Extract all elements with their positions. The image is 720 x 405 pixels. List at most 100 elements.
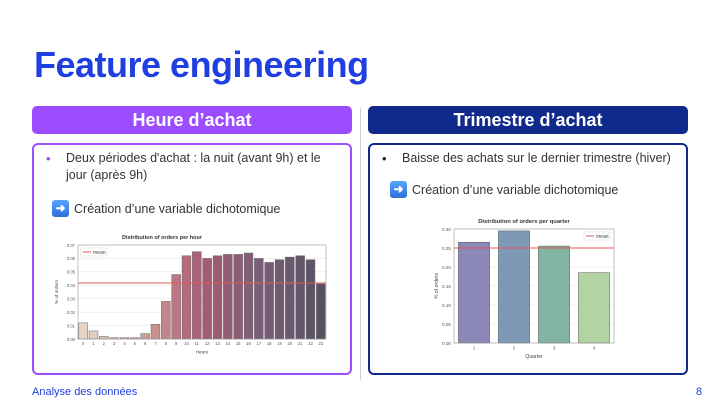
x-axis-label: Heure [196,349,209,354]
x-tick-label: 7 [154,341,157,346]
chart-orders-per-quarter: Distribution of orders per quarter 0.00 0.… [434,219,615,360]
chart-bar [223,254,233,340]
legend-label: mean [596,234,609,240]
chart-orders-per-hour: Distribution of orders per hour 0.00 0.01 0… [54,235,327,354]
chart-bar [458,242,490,344]
arrow-text: Création d’une variable dichotomique [412,182,619,197]
x-tick-label: 15 [236,341,241,346]
x-tick-label: 1 [473,346,476,351]
x-tick-label: 2 [513,346,516,351]
chart-bar [212,255,223,340]
x-tick-label: 4 [593,346,596,351]
y-tick-label: 0.00 [442,341,451,346]
chart-bar [243,252,254,340]
panel-purchase-quarter: • Baisse des achats sur le dernier trime… [368,143,688,375]
y-tick-label: 0.06 [67,256,76,261]
x-tick-label: 17 [256,341,261,346]
x-tick-label: 10 [184,341,189,346]
bullet-dot-icon: • [382,151,387,166]
x-tick-label: 3 [553,346,556,351]
x-tick-label: 8 [165,341,168,346]
x-tick-label: 6 [144,341,147,346]
y-tick-label: 0.05 [442,322,451,327]
y-axis-label: % of orders [434,273,440,299]
x-tick-label: 18 [267,341,272,346]
y-tick-label: 0.03 [67,297,76,302]
chart-bar [233,254,243,340]
x-tick-label: 19 [277,341,282,346]
bullet-point: • Deux périodes d'achat : la nuit (avant… [46,150,340,184]
chart-bar [171,274,181,340]
y-tick-label: 0.15 [442,284,451,289]
chart-bar [202,258,212,340]
chart-bar [295,255,305,340]
panel-header-purchase-hour: Heure d’achat [32,106,352,134]
y-tick-label: 0.20 [442,265,451,270]
chart-bar [254,258,264,340]
y-tick-label: 0.05 [67,270,76,275]
bullet-point: • Baisse des achats sur le dernier trime… [382,150,676,167]
chart-bar [285,256,295,340]
y-tick-label: 0.02 [67,310,76,315]
x-tick-label: 9 [175,341,178,346]
x-tick-label: 22 [308,341,313,346]
x-tick-label: 11 [195,341,200,346]
arrow-conclusion: ➜ Création d’une variable dichotomique [390,181,618,198]
legend-box [80,247,108,257]
column-divider [360,108,361,380]
chart-bar [316,283,326,340]
y-tick-label: 0.30 [442,227,451,232]
chart-bar [578,272,610,344]
chart-legend: mean [80,247,108,257]
x-tick-label: 2 [103,341,106,346]
x-tick-label: 13 [215,341,220,346]
chart-bar [140,333,150,340]
arrow-conclusion: ➜ Création d’une variable dichotomique [52,200,280,217]
x-tick-label: 21 [298,341,303,346]
chart-title: Distribution of orders per hour [122,235,203,241]
bullet-text: Deux périodes d'achat : la nuit (avant 9… [66,151,321,182]
y-tick-label: 0.01 [67,323,76,328]
chart-legend: mean [583,231,611,241]
legend-box [583,231,611,241]
x-tick-label: 14 [225,341,230,346]
chart-bar [99,336,109,340]
x-tick-label: 4 [123,341,126,346]
y-tick-label: 0.25 [442,246,451,251]
plot-frame [453,228,615,344]
chart-bar [150,323,161,340]
x-tick-label: 23 [318,341,323,346]
y-tick-label: 0.10 [442,303,451,308]
right-arrow-icon: ➜ [390,181,407,198]
x-tick-label: 16 [246,341,251,346]
y-tick-label: 0.07 [67,243,76,248]
x-tick-label: 1 [92,341,95,346]
footer-section-label: Analyse des données [32,386,138,398]
bullet-text: Baisse des achats sur le dernier trimest… [402,151,671,165]
chart-bar [78,322,88,340]
y-tick-label: 0.00 [67,337,76,342]
x-tick-label: 12 [205,341,210,346]
chart-bar [538,245,570,344]
chart-bar [498,230,530,344]
y-tick-label: 0.04 [67,283,76,288]
x-tick-label: 0 [82,341,85,346]
x-tick-label: 20 [287,341,292,346]
chart-bar [88,330,99,340]
chart-bar [264,262,274,340]
right-arrow-icon: ➜ [52,200,69,217]
y-axis-label: % of orders [54,279,59,304]
x-tick-label: 3 [113,341,116,346]
arrow-text: Création d’une variable dichotomique [74,201,281,216]
chart-bar [305,259,316,340]
chart-bar [181,255,192,340]
x-tick-label: 5 [134,341,137,346]
chart-bar [274,259,285,340]
plot-frame [77,244,327,340]
chart-title: Distribution of orders per quarter [478,219,570,225]
slide-title: Feature engineering [34,44,369,85]
page-number: 8 [696,386,703,398]
chart-bar [161,301,171,340]
legend-label: mean [93,250,106,256]
panel-header-purchase-quarter: Trimestre d’achat [368,106,688,134]
